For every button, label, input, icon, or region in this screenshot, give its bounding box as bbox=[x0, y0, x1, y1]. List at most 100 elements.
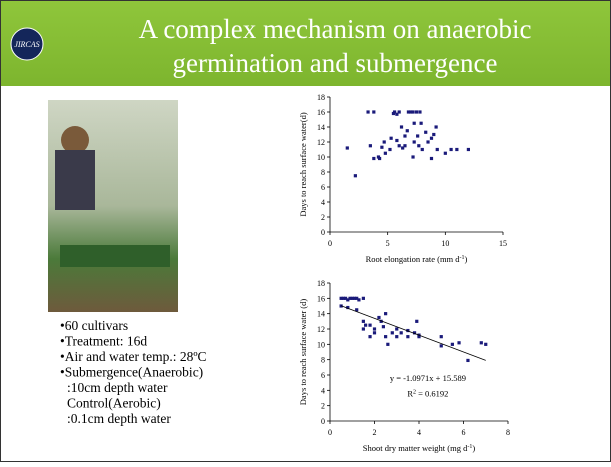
point bbox=[372, 331, 377, 335]
point bbox=[401, 146, 405, 150]
point bbox=[406, 335, 410, 339]
point bbox=[388, 147, 392, 152]
point bbox=[406, 110, 411, 114]
point bbox=[439, 344, 443, 348]
x-tick-label: 0 bbox=[328, 428, 332, 437]
point bbox=[346, 298, 350, 302]
x-axis-label-tail: ) bbox=[472, 443, 475, 453]
bullet-item: :10cm depth water bbox=[67, 380, 168, 395]
point bbox=[412, 121, 416, 125]
point bbox=[399, 125, 404, 129]
point bbox=[426, 140, 430, 144]
x-tick-label: 6 bbox=[462, 428, 466, 437]
point bbox=[415, 319, 419, 323]
point bbox=[382, 140, 386, 144]
x-tick-label: 4 bbox=[417, 428, 421, 437]
point bbox=[343, 296, 348, 300]
bullet-item: :0.1cm depth water bbox=[67, 411, 171, 426]
bullet: • bbox=[60, 334, 65, 349]
point bbox=[395, 138, 399, 143]
point bbox=[352, 296, 357, 300]
bullet-item: •60 cultivars bbox=[60, 318, 128, 333]
y-tick-label: 16 bbox=[317, 108, 325, 117]
point bbox=[466, 147, 470, 152]
point bbox=[383, 151, 387, 155]
point bbox=[399, 331, 403, 335]
point bbox=[412, 140, 416, 144]
point bbox=[397, 144, 401, 148]
point bbox=[372, 156, 376, 161]
x-tick-label: 8 bbox=[506, 428, 510, 437]
point bbox=[424, 130, 428, 134]
y-tick-label: 12 bbox=[317, 325, 325, 334]
bullet: • bbox=[60, 349, 65, 364]
point bbox=[449, 147, 453, 152]
y-tick-label: 8 bbox=[321, 168, 325, 177]
point bbox=[419, 121, 423, 125]
y-tick-label: 0 bbox=[321, 417, 325, 426]
point bbox=[439, 335, 443, 339]
point bbox=[384, 335, 388, 339]
point bbox=[345, 146, 349, 150]
x-axis-label-tail: ) bbox=[465, 254, 468, 264]
x-tick-label: 2 bbox=[373, 428, 377, 437]
bullet-text: Treatment: 16d bbox=[65, 334, 148, 349]
x-tick-label: 0 bbox=[328, 239, 332, 248]
photo-detail bbox=[60, 245, 170, 267]
bullet-item: •Treatment: 16d bbox=[60, 334, 147, 349]
x-axis-label-text: Shoot dry matter weight (mg d bbox=[363, 443, 468, 453]
point bbox=[350, 296, 354, 300]
point bbox=[372, 327, 377, 331]
point bbox=[364, 323, 368, 327]
point bbox=[361, 296, 365, 300]
r-squared-text: R bbox=[407, 388, 413, 398]
point bbox=[380, 145, 384, 149]
point bbox=[484, 342, 488, 346]
x-axis-label-sup: -1 bbox=[467, 444, 472, 450]
point bbox=[377, 156, 382, 161]
point bbox=[420, 147, 424, 152]
point bbox=[405, 129, 409, 133]
point bbox=[395, 112, 399, 116]
point bbox=[368, 335, 372, 339]
equation: y = -1.0971x + 15.589 bbox=[390, 373, 466, 383]
point bbox=[366, 110, 370, 114]
point bbox=[384, 312, 388, 316]
trendline bbox=[340, 305, 486, 361]
x-axis-label: Root elongation rate (mm d-1) bbox=[366, 254, 468, 264]
point bbox=[417, 144, 421, 148]
point bbox=[429, 136, 434, 140]
y-tick-label: 10 bbox=[317, 340, 325, 349]
y-tick-label: 14 bbox=[317, 123, 325, 132]
point bbox=[386, 342, 390, 346]
point bbox=[411, 110, 415, 114]
y-tick-label: 16 bbox=[317, 294, 325, 303]
bullet-item: •Air and water temp.: 28ºC bbox=[60, 349, 207, 364]
point bbox=[368, 323, 372, 327]
bullet-text: Submergence(Anaerobic) bbox=[65, 365, 203, 380]
point bbox=[368, 144, 372, 148]
y-tick-label: 8 bbox=[321, 356, 325, 365]
slide-title: germination and submergence bbox=[173, 48, 498, 78]
r-squared: R2 = 0.6192 bbox=[407, 388, 448, 398]
r-squared-sup: 2 bbox=[413, 389, 416, 395]
y-tick-label: 6 bbox=[321, 183, 325, 192]
bullet: • bbox=[60, 365, 65, 380]
slide-title: A complex mechanism on anaerobic bbox=[139, 14, 532, 44]
point bbox=[412, 331, 417, 335]
point bbox=[403, 144, 407, 148]
point bbox=[416, 134, 420, 138]
point bbox=[409, 110, 413, 114]
bullet: • bbox=[60, 318, 65, 333]
y-tick-label: 6 bbox=[321, 371, 325, 380]
bullet-text: Control(Aerobic) bbox=[67, 396, 161, 411]
logo-text: JIRCAS bbox=[14, 40, 39, 49]
point bbox=[455, 147, 459, 152]
y-tick-label: 2 bbox=[321, 402, 325, 411]
point bbox=[434, 125, 438, 129]
y-tick-label: 14 bbox=[317, 310, 325, 319]
y-tick-label: 0 bbox=[321, 228, 325, 237]
point bbox=[429, 156, 434, 161]
bullet-text: 60 cultivars bbox=[65, 318, 128, 333]
point bbox=[395, 335, 399, 339]
